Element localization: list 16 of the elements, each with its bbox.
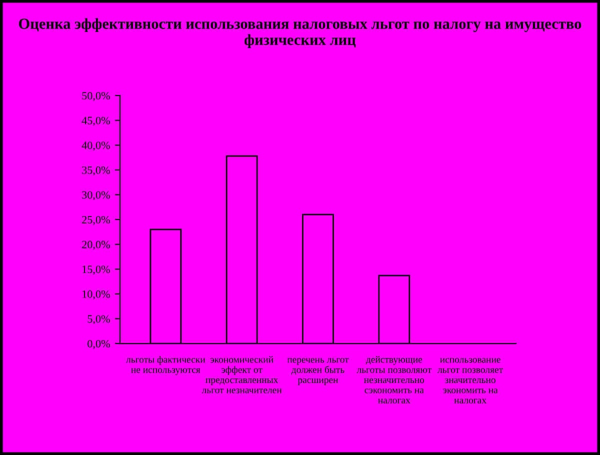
y-tick-label: 50,0%: [82, 92, 110, 102]
x-tick-label: использование льгот позволяет значительно экономить на налогах: [438, 358, 503, 404]
y-tick-label: 45,0%: [82, 116, 110, 126]
x-tick-label: перечень льгот должен быть расширен: [287, 358, 349, 386]
x-tick-label: действующие льготы позволяют незначительно сэкономить на налогах: [356, 356, 432, 404]
y-tick-label: 20,0%: [82, 240, 110, 250]
y-tick-label: 5,0%: [88, 315, 110, 324]
x-tick-label: льготы фактически не используются: [126, 356, 206, 375]
y-tick-label: 40,0%: [82, 142, 110, 151]
y-tick-label: 35,0%: [82, 166, 110, 176]
y-tick-label: 0,0%: [88, 340, 110, 350]
y-tick-label: 15,0%: [82, 266, 110, 275]
y-tick-label: 25,0%: [82, 216, 110, 226]
y-tick-label: 30,0%: [82, 191, 110, 200]
chart-title: Оценка эффективности использования налоговых льгот по налогу на имущество физических лиц: [18, 18, 582, 48]
y-tick-label: 10,0%: [82, 290, 110, 300]
